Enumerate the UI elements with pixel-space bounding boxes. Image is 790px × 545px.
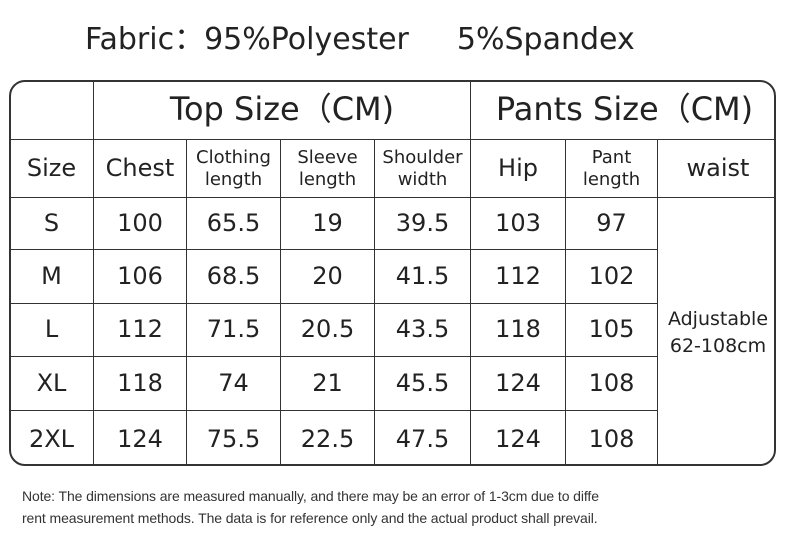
cell-clothing-length: 71.5 bbox=[186, 303, 281, 357]
header-line: length bbox=[204, 168, 263, 190]
header-hip: Hip bbox=[470, 139, 566, 198]
size-table: Top Size（CM) Pants Size（CM) Size Chest C… bbox=[11, 82, 774, 464]
header-waist: waist bbox=[657, 139, 774, 198]
cell-hip: 124 bbox=[470, 410, 566, 464]
note-line: rent measurement methods. The data is fo… bbox=[22, 510, 598, 526]
cell-chest: 100 bbox=[93, 197, 187, 250]
header-chest: Chest bbox=[93, 139, 187, 198]
cell-shoulder-width: 41.5 bbox=[374, 249, 471, 304]
cell-shoulder-width: 47.5 bbox=[374, 410, 471, 464]
cell-hip: 103 bbox=[470, 197, 566, 250]
cell-clothing-length: 68.5 bbox=[186, 249, 281, 304]
header-shoulder-width: Shoulder width bbox=[374, 139, 471, 198]
table-row: L 112 71.5 20.5 43.5 118 105 bbox=[11, 303, 774, 357]
cell-hip: 124 bbox=[470, 356, 566, 411]
cell-hip: 112 bbox=[470, 249, 566, 304]
header-line: Pant bbox=[591, 146, 632, 168]
header-size: Size bbox=[11, 139, 94, 198]
measurement-note: Note: The dimensions are measured manual… bbox=[22, 485, 599, 529]
cell-pant-length: 108 bbox=[565, 356, 658, 411]
size-chart: Top Size（CM) Pants Size（CM) Size Chest C… bbox=[9, 80, 776, 466]
pants-size-header: Pants Size（CM) bbox=[470, 82, 774, 140]
table-row: S 100 65.5 19 39.5 103 97 Adjustable 62-1… bbox=[11, 197, 774, 464]
cell-sleeve-length: 19 bbox=[280, 197, 375, 250]
header-line: length bbox=[298, 168, 357, 190]
cell-clothing-length: 75.5 bbox=[186, 410, 281, 464]
waist-line: Adjustable bbox=[667, 308, 769, 331]
cell-pant-length: 97 bbox=[565, 197, 658, 250]
cell-sleeve-length: 22.5 bbox=[280, 410, 375, 464]
header-line: width bbox=[397, 168, 448, 190]
cell-hip: 118 bbox=[470, 303, 566, 357]
header-line: length bbox=[582, 168, 641, 190]
cell-pant-length: 105 bbox=[565, 303, 658, 357]
cell-size: M bbox=[11, 249, 94, 304]
table-row: M 106 68.5 20 41.5 112 102 bbox=[11, 249, 774, 304]
cell-size: L bbox=[11, 303, 94, 357]
header-line: Shoulder bbox=[382, 146, 463, 168]
column-header-row: Size Chest Clothing length Sleeve length S… bbox=[11, 139, 774, 198]
empty-corner-cell bbox=[11, 82, 94, 140]
table-row: XL 118 74 21 45.5 124 108 bbox=[11, 356, 774, 411]
cell-size: XL bbox=[11, 356, 94, 411]
fabric-composition: Fabric：95%Polyester 5%Spandex bbox=[85, 14, 683, 58]
fabric-main: Fabric：95%Polyester bbox=[85, 22, 409, 57]
cell-chest: 124 bbox=[93, 410, 187, 464]
cell-size: 2XL bbox=[11, 410, 94, 464]
cell-shoulder-width: 45.5 bbox=[374, 356, 471, 411]
table-row: 2XL 124 75.5 22.5 47.5 124 108 bbox=[11, 410, 774, 464]
cell-waist: Adjustable 62-108cm bbox=[657, 197, 774, 464]
cell-sleeve-length: 20 bbox=[280, 249, 375, 304]
cell-sleeve-length: 20.5 bbox=[280, 303, 375, 357]
cell-chest: 112 bbox=[93, 303, 187, 357]
cell-size: S bbox=[11, 197, 94, 250]
header-line: Clothing bbox=[196, 146, 271, 168]
header-line: Sleeve bbox=[297, 146, 358, 168]
group-header-row: Top Size（CM) Pants Size（CM) bbox=[11, 82, 774, 140]
cell-pant-length: 108 bbox=[565, 410, 658, 464]
header-clothing-length: Clothing length bbox=[186, 139, 281, 198]
cell-clothing-length: 74 bbox=[186, 356, 281, 411]
fabric-secondary: 5%Spandex bbox=[456, 22, 635, 57]
header-pant-length: Pant length bbox=[565, 139, 658, 198]
cell-chest: 106 bbox=[93, 249, 187, 304]
cell-sleeve-length: 21 bbox=[280, 356, 375, 411]
cell-shoulder-width: 43.5 bbox=[374, 303, 471, 357]
note-line: Note: The dimensions are measured manual… bbox=[22, 488, 599, 504]
top-size-header: Top Size（CM) bbox=[93, 82, 471, 140]
cell-shoulder-width: 39.5 bbox=[374, 197, 471, 250]
cell-pant-length: 102 bbox=[565, 249, 658, 304]
header-sleeve-length: Sleeve length bbox=[280, 139, 375, 198]
cell-chest: 118 bbox=[93, 356, 187, 411]
waist-line: 62-108cm bbox=[669, 335, 767, 357]
cell-clothing-length: 65.5 bbox=[186, 197, 281, 250]
